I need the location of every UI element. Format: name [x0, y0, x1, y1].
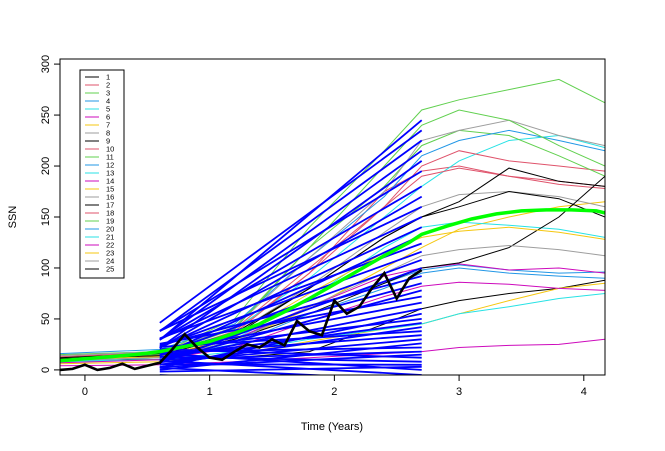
y-axis-title: SSN [7, 206, 19, 229]
y-tick-label: 250 [40, 106, 52, 124]
x-tick-label: 4 [581, 386, 587, 398]
forecast-line-31 [159, 226, 423, 349]
legend-label-22: 22 [106, 241, 114, 250]
forecast-line-26 [159, 267, 423, 364]
legend-label-7: 7 [106, 121, 110, 130]
x-tick-label: 1 [207, 386, 213, 398]
forecast-line-39 [159, 139, 423, 332]
legend-label-15: 15 [106, 185, 114, 194]
legend-label-21: 21 [106, 233, 114, 242]
x-axis: 0 1 2 3 4 [82, 375, 587, 398]
legend-label-6: 6 [106, 113, 110, 122]
legend-label-18: 18 [106, 209, 114, 218]
forecast-line-35 [159, 185, 423, 341]
legend-label-11: 11 [106, 153, 114, 162]
forecast-line-19 [159, 312, 422, 369]
forecast-line-34 [159, 195, 423, 349]
forecast-line-5 [159, 365, 422, 373]
x-tick-label: 3 [456, 386, 462, 398]
forecast-line-32 [159, 216, 423, 341]
legend-label-2: 2 [106, 81, 110, 90]
y-tick-label: 0 [40, 367, 52, 373]
y-tick-label: 150 [40, 208, 52, 226]
forecast-line-38 [159, 149, 423, 341]
x-axis-title: Time (Years) [301, 421, 363, 433]
legend-label-17: 17 [106, 201, 114, 210]
legend-label-1: 1 [106, 73, 110, 82]
observed-line [60, 268, 423, 372]
x-tick-label: 2 [331, 386, 337, 398]
legend-label-20: 20 [106, 225, 114, 234]
legend-label-14: 14 [106, 177, 114, 186]
legend-label-16: 16 [106, 193, 114, 202]
legend-label-25: 25 [106, 265, 114, 274]
forecast-line-30 [159, 234, 423, 357]
legend-label-8: 8 [106, 129, 110, 138]
forecast-line-28 [159, 250, 423, 348]
forecast-line-25 [159, 275, 422, 347]
legend-label-4: 4 [106, 97, 110, 106]
mean-line [60, 208, 605, 363]
forecast-line-23 [159, 289, 422, 363]
y-tick-label: 50 [40, 313, 52, 325]
y-tick-label: 100 [40, 259, 52, 277]
legend-label-12: 12 [106, 161, 114, 170]
legend-label-9: 9 [106, 137, 110, 146]
legend-label-5: 5 [106, 105, 110, 114]
legend-label-3: 3 [106, 89, 110, 98]
legend-label-23: 23 [106, 249, 114, 258]
forecast-line-33 [159, 205, 423, 332]
legend-box [79, 69, 125, 279]
legend-label-24: 24 [106, 257, 114, 266]
forecast-line-37 [159, 160, 423, 349]
forecast-line-12 [159, 342, 422, 371]
y-axis: 0 50 100 150 200 250 300 [40, 55, 60, 373]
legend-label-10: 10 [106, 145, 114, 154]
highlight-layer [60, 208, 605, 372]
x-tick-label: 0 [82, 386, 88, 398]
legend-label-19: 19 [106, 217, 114, 226]
forecast-line-41 [159, 119, 423, 341]
forecast-line-40 [159, 129, 423, 324]
legend: 1234567891011121314151617181920212223242… [79, 69, 125, 279]
y-tick-label: 300 [40, 55, 52, 73]
series-line-22 [60, 281, 605, 364]
forecast-line-3 [159, 359, 422, 375]
legend-label-13: 13 [106, 169, 114, 178]
y-tick-label: 200 [40, 157, 52, 175]
